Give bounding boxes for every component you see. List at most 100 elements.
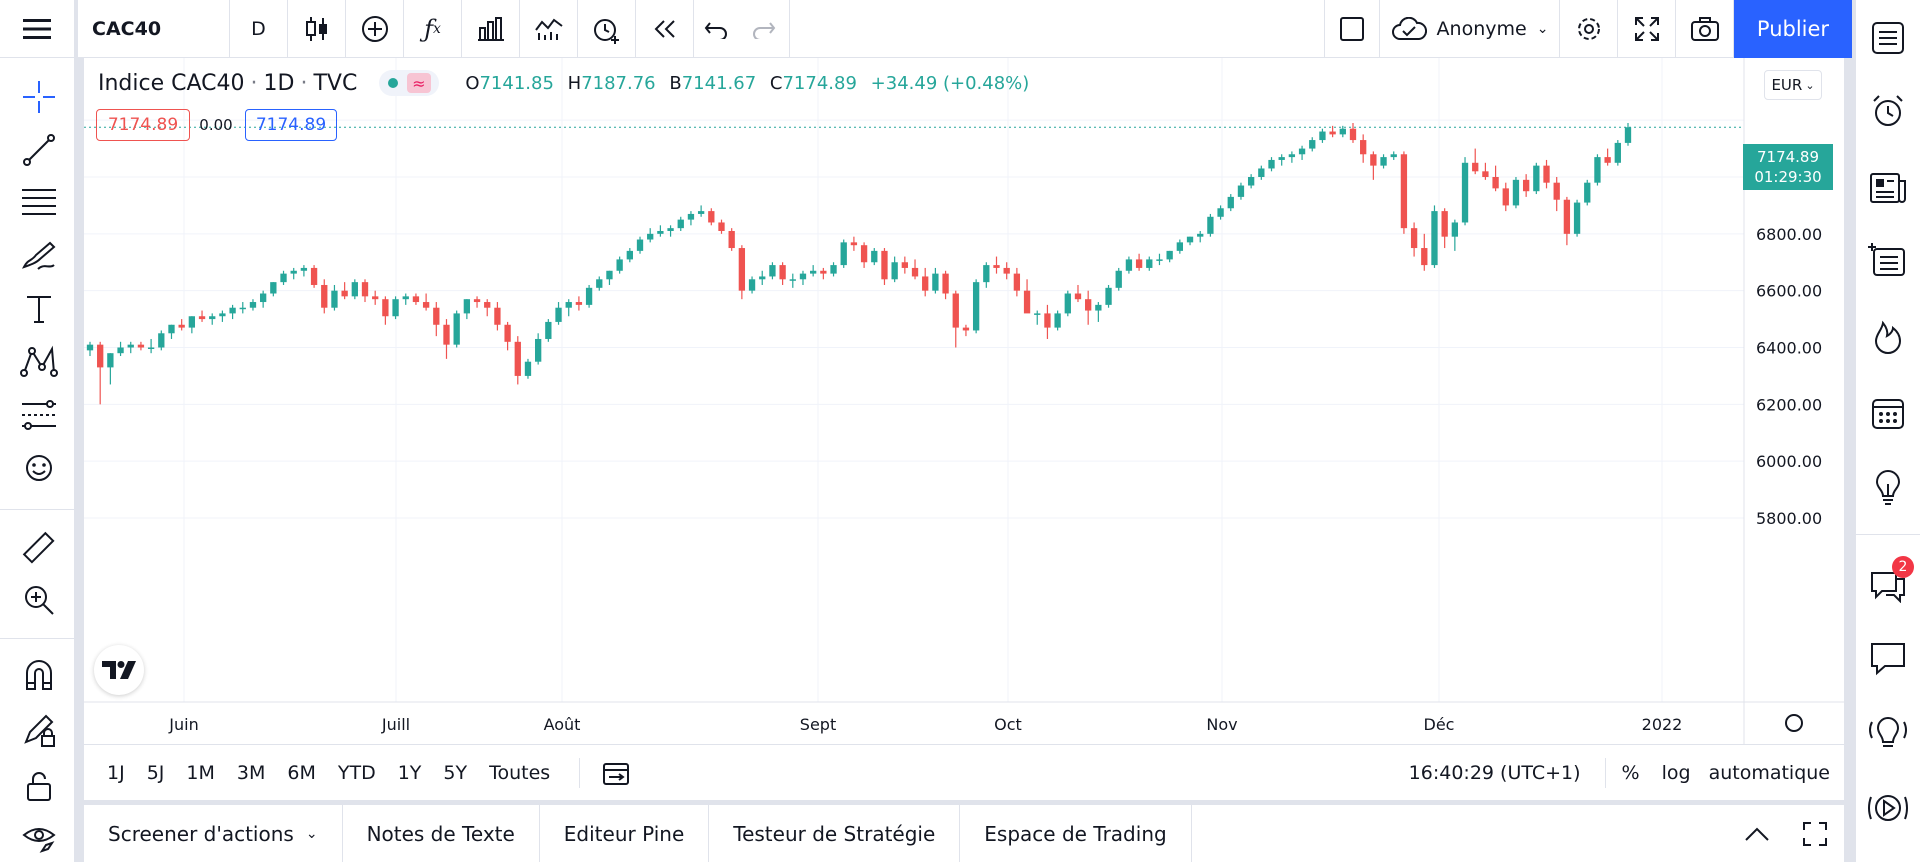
log-toggle[interactable]: log — [1661, 761, 1691, 784]
price-tick-label: 6800.00 — [1756, 225, 1822, 244]
eye-icon[interactable] — [0, 813, 78, 862]
maximize-panel-icon[interactable] — [1786, 805, 1844, 862]
bottom-panel-tabs: Screener d'actions ⌄ Notes de Texte Editeu… — [84, 805, 1844, 862]
fullscreen-icon[interactable] — [1618, 0, 1676, 58]
date-range-icon[interactable] — [598, 755, 634, 791]
crosshair-icon[interactable] — [0, 72, 78, 122]
candle-body — [1380, 157, 1387, 166]
calendar-icon[interactable] — [1856, 385, 1920, 441]
tab-2[interactable]: Editeur Pine — [540, 805, 710, 862]
hamburger-icon[interactable] — [0, 0, 78, 58]
screener-list-icon[interactable] — [1856, 233, 1920, 289]
candle-body — [799, 273, 807, 280]
timeframe-1j[interactable]: 1J — [107, 761, 125, 784]
tab-0[interactable]: Screener d'actions ⌄ — [84, 805, 343, 862]
brush-icon[interactable] — [0, 231, 78, 281]
timeframe-1m[interactable]: 1M — [186, 761, 215, 784]
tab-4[interactable]: Espace de Trading — [960, 805, 1192, 862]
layout-select-icon[interactable] — [1324, 0, 1380, 58]
prediction-icon[interactable] — [0, 390, 78, 440]
timeframe-6m[interactable]: 6M — [287, 761, 316, 784]
candle-body — [494, 307, 501, 325]
news-icon[interactable] — [1856, 160, 1920, 216]
text-tool-icon[interactable] — [0, 284, 78, 334]
alert-clock-icon[interactable] — [578, 0, 636, 58]
time-tick-label: Déc — [1424, 715, 1455, 734]
alarm-clock-icon[interactable] — [1856, 83, 1920, 139]
magnet-icon[interactable] — [0, 651, 78, 701]
candlestick-chart[interactable]: 7000.006800.006600.006400.006200.006000.… — [84, 58, 1844, 744]
redo-icon[interactable] — [738, 0, 790, 58]
streams-bulb-icon[interactable] — [1856, 707, 1920, 763]
candle-body — [1105, 287, 1112, 305]
candle-body — [1207, 216, 1214, 234]
candle-body — [514, 341, 521, 376]
auto-scale-toggle[interactable]: automatique — [1708, 761, 1830, 784]
percent-toggle[interactable]: % — [1621, 761, 1640, 784]
candle-body — [779, 265, 786, 280]
candle-body — [993, 265, 1000, 268]
candle-body — [891, 262, 898, 280]
comments-icon[interactable] — [1856, 630, 1920, 686]
undo-icon[interactable] — [694, 0, 738, 58]
lock-drawing-icon[interactable] — [0, 706, 78, 756]
play-stream-icon[interactable] — [1856, 780, 1920, 836]
market-status-pill[interactable]: ≈ — [379, 70, 440, 96]
zoom-in-icon[interactable] — [0, 575, 78, 625]
time-tick-label: Juin — [168, 715, 198, 734]
tab-3[interactable]: Testeur de Stratégie — [709, 805, 961, 862]
price-tick-label: 6400.00 — [1756, 339, 1822, 358]
candle-body — [881, 250, 888, 280]
trend-line-icon[interactable] — [0, 125, 78, 175]
timeframe-toutes[interactable]: Toutes — [489, 761, 551, 784]
bar-countdown: 01:29:30 — [1754, 168, 1822, 186]
camera-icon[interactable] — [1676, 0, 1734, 58]
chart-pane[interactable]: 7000.006800.006600.006400.006200.006000.… — [84, 58, 1844, 744]
interval-selector[interactable]: D — [230, 0, 288, 58]
timeframe-5y[interactable]: 5Y — [443, 761, 468, 784]
chart-style-icon[interactable] — [288, 0, 346, 58]
candle-body — [565, 302, 572, 308]
candle-body — [127, 344, 134, 348]
candle-body — [636, 239, 644, 251]
candle-body — [830, 265, 837, 274]
financials-icon[interactable] — [462, 0, 520, 58]
layout-save-menu[interactable]: Anonyme ⌄ — [1380, 0, 1560, 58]
templates-icon[interactable] — [520, 0, 578, 58]
timeframe-5j[interactable]: 5J — [146, 761, 165, 784]
ruler-icon[interactable] — [0, 523, 78, 573]
gear-icon[interactable] — [1560, 0, 1618, 58]
candle-body — [1034, 313, 1041, 315]
buy-price-box[interactable]: 7174.89 — [245, 109, 337, 141]
timeframe-ytd[interactable]: YTD — [337, 761, 376, 784]
clock-timezone[interactable]: 16:40:29 (UTC+1) — [1408, 761, 1581, 784]
candle-body — [484, 302, 491, 308]
watchlist-icon[interactable] — [1856, 10, 1920, 66]
last-price-value: 7174.89 — [1756, 148, 1820, 166]
timeframe-1y[interactable]: 1Y — [397, 761, 422, 784]
tradingview-logo[interactable] — [94, 645, 144, 695]
candle-body — [962, 327, 970, 331]
axis-settings-icon[interactable] — [1785, 714, 1803, 732]
timeframe-bar: 1J 5J 1M 3M 6M YTD 1Y 5Y Toutes 16:40:29 (UTC+1)… — [84, 744, 1844, 800]
chat-icon[interactable]: 2 — [1856, 556, 1920, 612]
ideas-bulb-icon[interactable] — [1856, 460, 1920, 516]
currency-selector[interactable]: EUR ⌄ — [1764, 70, 1822, 100]
candle-body — [972, 282, 980, 331]
tab-1[interactable]: Notes de Texte — [343, 805, 540, 862]
hotlist-flame-icon[interactable] — [1856, 310, 1920, 366]
legend-title[interactable]: Indice CAC40 — [98, 70, 245, 96]
compare-add-icon[interactable] — [346, 0, 404, 58]
pattern-icon[interactable] — [0, 337, 78, 387]
sell-price-box[interactable]: 7174.89 — [96, 109, 190, 141]
publish-button[interactable]: Publier — [1734, 0, 1852, 58]
timeframe-3m[interactable]: 3M — [236, 761, 266, 784]
symbol-search[interactable]: CAC40 — [78, 0, 230, 58]
fib-retracement-icon[interactable] — [0, 178, 78, 228]
collapse-panel-icon[interactable] — [1728, 805, 1786, 862]
candle-body — [657, 230, 664, 234]
replay-icon[interactable] — [636, 0, 694, 58]
unlock-icon[interactable] — [0, 761, 78, 811]
smiley-icon[interactable] — [0, 443, 78, 493]
